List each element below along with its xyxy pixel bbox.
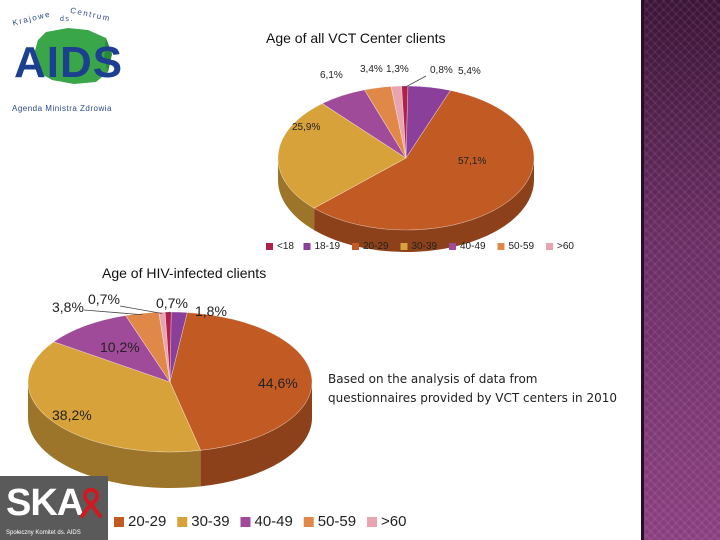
side-decoration-band <box>641 0 720 540</box>
source-note: Based on the analysis of data from quest… <box>328 372 617 405</box>
chart2-title: Age of HIV-infected clients <box>102 265 267 281</box>
chart2-data-label-gt60: 0,7% <box>88 291 120 307</box>
chart2-legend-swatch-gt60 <box>367 517 377 527</box>
chart1-legend-swatch-gt60 <box>546 243 553 250</box>
chart2-leader-lt18 <box>167 311 171 314</box>
chart1-legend-label-20-29: 20-29 <box>363 241 389 252</box>
chart2-slice-40-49 <box>53 315 171 383</box>
chart2-slice-gt60 <box>158 311 171 383</box>
chart1-title: Age of all VCT Center clients <box>266 30 446 46</box>
side-band-edge <box>641 0 644 540</box>
chart1-legend-swatch-30-39 <box>400 243 408 250</box>
chart1-legend-swatch-18-19 <box>303 243 311 250</box>
chart2-legend-swatch-40-49 <box>240 517 251 527</box>
logo-subtitle: Agenda Ministra Zdrowia <box>12 104 112 113</box>
chart2-legend-label-20-29: 20-29 <box>128 513 166 530</box>
chart2-slice-20-29 <box>169 312 313 451</box>
chart1-legend-label-18-19: 18-19 <box>315 241 341 252</box>
chart1-legend-label-gt60: >60 <box>557 241 574 252</box>
chart2-data-label-18-19: 1,8% <box>195 303 227 319</box>
kc-aids-logo: Krajowe Centrum ds. AIDS Agenda Ministra… <box>8 2 123 114</box>
chart1-data-label-18-19: 5,4% <box>458 66 481 77</box>
logo-main-text: AIDS <box>14 38 124 87</box>
ska-logo-text: SKA <box>6 482 84 524</box>
chart1-legend-label-40-49: 40-49 <box>460 241 486 252</box>
chart2-data-label-lt18: 0,7% <box>156 295 188 311</box>
chart2-legend-swatch-20-29 <box>114 517 124 527</box>
chart1-data-label-40-49: 6,1% <box>320 70 343 81</box>
chart1-slice-30-39 <box>277 103 407 209</box>
chart1-legend-label-lt18: <18 <box>277 241 294 252</box>
chart1-slice-gt60 <box>390 85 407 159</box>
chart1-side-20-29 <box>314 158 534 252</box>
chart2-pie: 0,7%1,8%44,6%38,2%10,2%3,8%0,7%<1818-192… <box>4 291 406 530</box>
chart2-legend-swatch-30-39 <box>177 517 188 527</box>
chart1-data-label-30-39: 25,9% <box>292 122 320 133</box>
chart1-legend-label-50-59: 50-59 <box>509 241 535 252</box>
chart1-legend-swatch-lt18 <box>266 243 273 250</box>
chart2-data-label-30-39: 38,2% <box>52 407 92 423</box>
chart1-pie: 0,8% 5,4% 57,1% 25,9% 6,1% 3,4% 1,3% <18 18-19 20… <box>266 64 574 252</box>
chart1-data-label-lt18: 0,8% <box>430 65 453 76</box>
chart2-slice-30-39 <box>27 341 202 453</box>
ska-logo: SKA Społeczny Komitet ds. AIDS <box>0 476 108 540</box>
chart2-side-30-39 <box>28 382 201 488</box>
chart2-legend-label-gt60: >60 <box>381 513 406 530</box>
chart2-legend-swatch-50-59 <box>303 517 314 527</box>
chart2-legend-label-30-39: 30-39 <box>191 513 229 530</box>
chart1-data-label-gt60: 1,3% <box>386 64 409 75</box>
chart1-side-30-39 <box>278 158 315 231</box>
chart1-data-label-50-59: 3,4% <box>360 64 383 75</box>
chart2-leader-gt60 <box>119 305 163 314</box>
chart1-slice-20-29 <box>313 90 535 231</box>
chart2-data-label-40-49: 10,2% <box>100 339 140 355</box>
chart2-legend-label-50-59: 50-59 <box>318 513 356 530</box>
logo-small-text: ds. <box>60 16 74 23</box>
red-ribbon-icon <box>80 488 102 518</box>
chart2-legend-label-40-49: 40-49 <box>255 513 293 530</box>
chart1-data-label-20-29: 57,1% <box>458 156 486 167</box>
chart1-legend-swatch-20-29 <box>352 243 359 250</box>
chart2-leader-50-59 <box>83 309 143 316</box>
chart1-legend-swatch-40-49 <box>449 243 456 250</box>
chart1-leader-lt18 <box>404 75 427 88</box>
poland-map-icon <box>34 28 112 84</box>
ska-logo-subtitle: Społeczny Komitet ds. AIDS <box>6 530 81 536</box>
chart1-legend-swatch-50-59 <box>497 243 505 250</box>
chart2-data-label-50-59: 3,8% <box>52 299 84 315</box>
chart2-data-label-20-29: 44,6% <box>258 375 298 391</box>
chart1-legend-label-30-39: 30-39 <box>412 241 438 252</box>
chart2-side-20-29 <box>200 382 312 487</box>
